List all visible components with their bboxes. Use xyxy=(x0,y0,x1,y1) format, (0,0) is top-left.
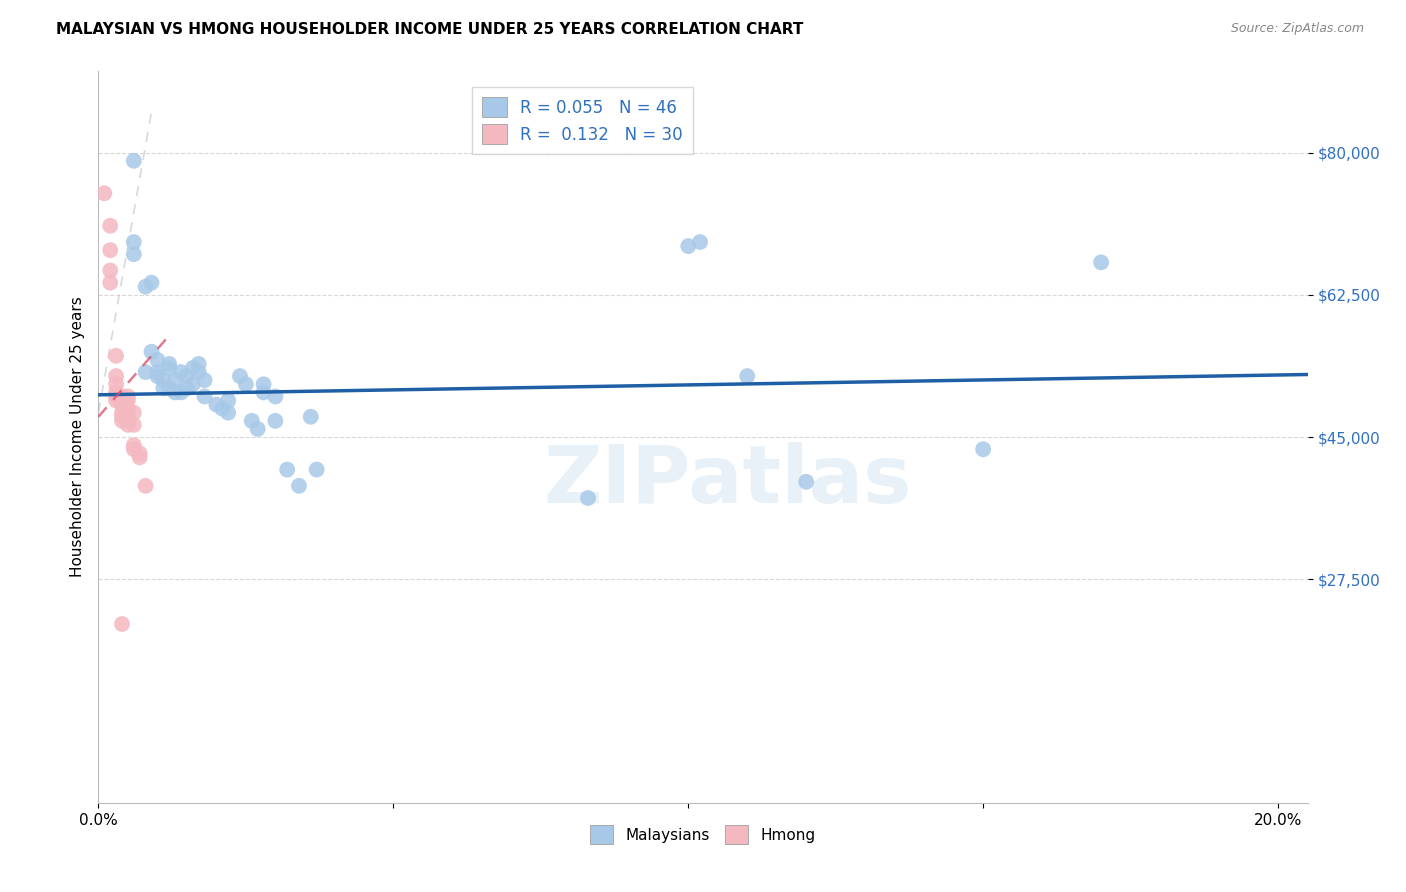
Point xyxy=(157,381,180,395)
Point xyxy=(252,385,274,400)
Point xyxy=(576,491,599,505)
Text: ZIPatlas: ZIPatlas xyxy=(543,442,911,520)
Point xyxy=(229,369,252,384)
Point xyxy=(146,369,169,384)
Point xyxy=(98,263,121,277)
Point xyxy=(170,385,193,400)
Point xyxy=(187,365,209,379)
Point xyxy=(678,239,700,253)
Point xyxy=(117,401,139,416)
Point xyxy=(111,389,134,403)
Point xyxy=(117,417,139,432)
Point xyxy=(117,414,139,428)
Point xyxy=(146,365,169,379)
Point xyxy=(217,406,239,420)
Legend: Malaysians, Hmong: Malaysians, Hmong xyxy=(585,819,821,850)
Point xyxy=(128,446,150,460)
Point xyxy=(135,365,157,379)
Point xyxy=(117,389,139,403)
Point xyxy=(264,389,287,403)
Point xyxy=(240,414,263,428)
Point xyxy=(128,450,150,465)
Point xyxy=(122,438,145,452)
Point xyxy=(98,243,121,257)
Y-axis label: Householder Income Under 25 years: Householder Income Under 25 years xyxy=(69,297,84,577)
Point xyxy=(105,377,128,392)
Point xyxy=(117,393,139,408)
Point xyxy=(217,393,239,408)
Point xyxy=(122,235,145,249)
Point xyxy=(135,279,157,293)
Point xyxy=(181,377,204,392)
Text: MALAYSIAN VS HMONG HOUSEHOLDER INCOME UNDER 25 YEARS CORRELATION CHART: MALAYSIAN VS HMONG HOUSEHOLDER INCOME UN… xyxy=(56,22,804,37)
Point xyxy=(105,349,128,363)
Point xyxy=(276,462,298,476)
Point xyxy=(205,398,228,412)
Point xyxy=(735,369,758,384)
Point xyxy=(111,414,134,428)
Point xyxy=(288,479,311,493)
Point xyxy=(105,393,128,408)
Text: Source: ZipAtlas.com: Source: ZipAtlas.com xyxy=(1230,22,1364,36)
Point xyxy=(105,385,128,400)
Point xyxy=(252,377,274,392)
Point xyxy=(122,153,145,168)
Point xyxy=(111,406,134,420)
Point xyxy=(152,373,174,387)
Point xyxy=(1090,255,1112,269)
Point xyxy=(235,377,257,392)
Point xyxy=(211,401,233,416)
Point xyxy=(117,406,139,420)
Point xyxy=(689,235,711,249)
Point xyxy=(98,276,121,290)
Point xyxy=(111,409,134,424)
Point xyxy=(181,361,204,376)
Point xyxy=(141,344,163,359)
Point xyxy=(187,357,209,371)
Point xyxy=(122,442,145,457)
Point xyxy=(157,357,180,371)
Point xyxy=(246,422,269,436)
Point xyxy=(111,398,134,412)
Point xyxy=(98,219,121,233)
Point xyxy=(122,247,145,261)
Point xyxy=(299,409,322,424)
Point xyxy=(972,442,994,457)
Point xyxy=(305,462,328,476)
Point xyxy=(264,414,287,428)
Point xyxy=(170,365,193,379)
Point xyxy=(93,186,115,201)
Point xyxy=(194,389,217,403)
Point xyxy=(152,381,174,395)
Point xyxy=(105,389,128,403)
Point xyxy=(176,381,198,395)
Point xyxy=(105,369,128,384)
Point xyxy=(176,369,198,384)
Point xyxy=(165,373,187,387)
Point xyxy=(135,479,157,493)
Point xyxy=(122,417,145,432)
Point xyxy=(194,373,217,387)
Point xyxy=(111,617,134,632)
Point xyxy=(157,361,180,376)
Point xyxy=(146,352,169,367)
Point xyxy=(794,475,817,489)
Point xyxy=(122,406,145,420)
Point xyxy=(141,276,163,290)
Point xyxy=(165,385,187,400)
